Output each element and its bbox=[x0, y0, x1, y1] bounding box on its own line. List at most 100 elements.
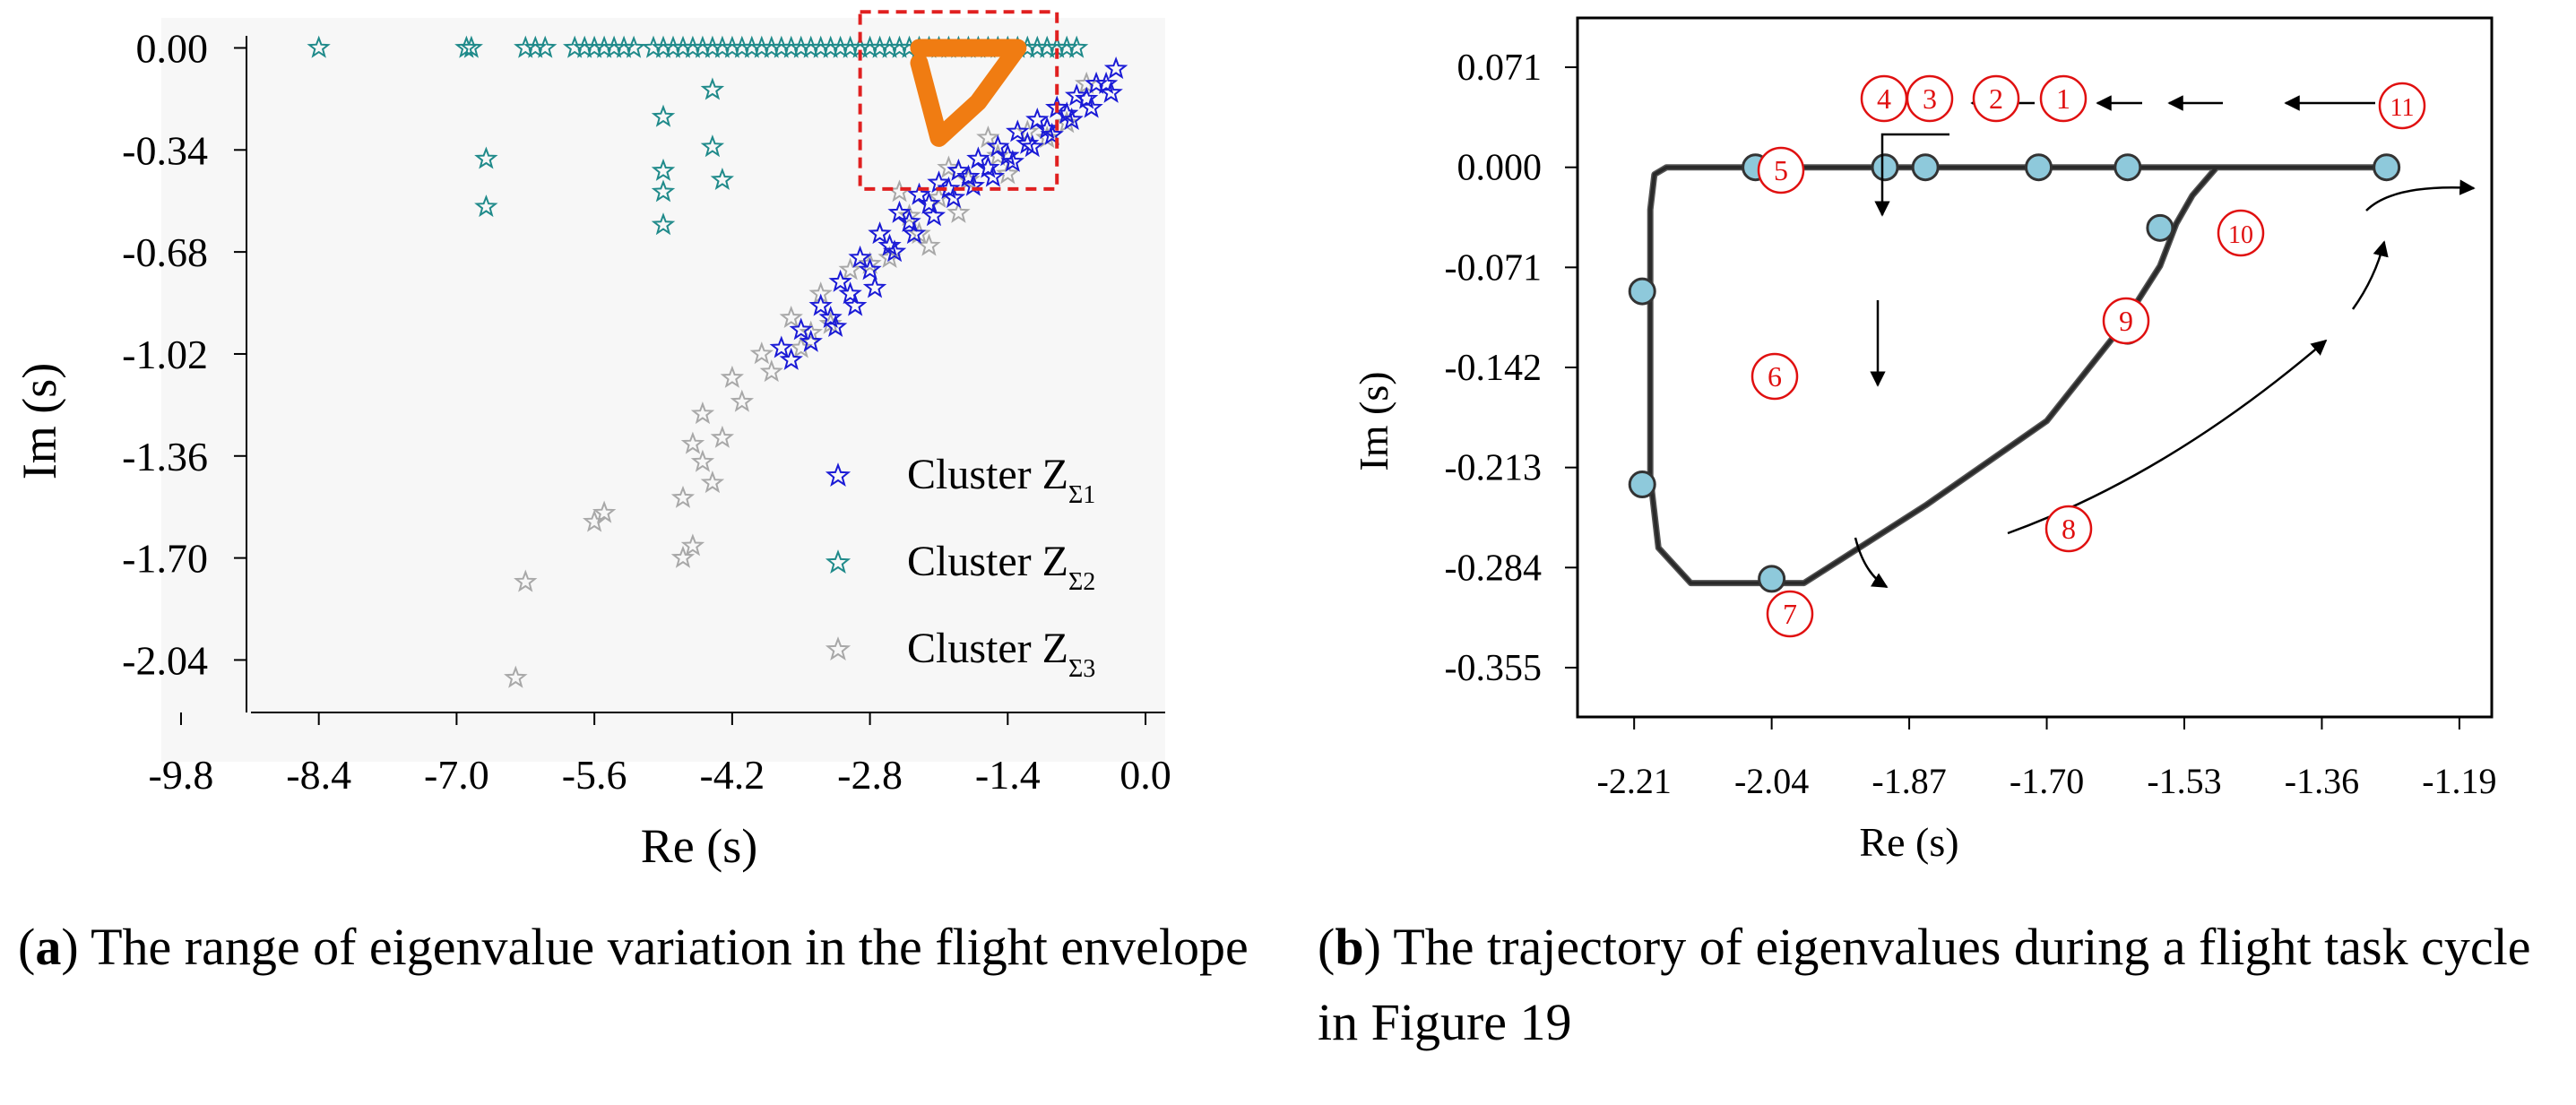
y-tick-label: -0.213 bbox=[1445, 448, 1543, 489]
plot-background bbox=[161, 18, 1165, 762]
x-tick-label: 0.0 bbox=[1119, 752, 1171, 798]
cluster-3-point bbox=[858, 251, 882, 274]
cluster-1-point bbox=[1000, 149, 1025, 172]
cluster-1-point bbox=[941, 186, 966, 209]
trajectory-marker bbox=[2025, 153, 2053, 182]
y-tick-label: -0.68 bbox=[122, 229, 208, 275]
cluster-1-point bbox=[917, 191, 941, 214]
trajectory-marker bbox=[2114, 153, 2142, 182]
trajectory-marker bbox=[1758, 565, 1786, 593]
cluster-1-point bbox=[779, 347, 803, 370]
cluster-3-point bbox=[690, 401, 715, 425]
cluster-1-point bbox=[1040, 122, 1064, 145]
cluster-1-point bbox=[1035, 117, 1059, 140]
cluster-1-point bbox=[789, 317, 813, 341]
caption-text: The range of eigenvalue variation in the… bbox=[78, 918, 1249, 976]
y-axis-label: Im (s) bbox=[1351, 371, 1396, 470]
cluster-2-point bbox=[700, 77, 725, 100]
step-annotation-circle bbox=[1757, 146, 1805, 194]
x-tick-label: -2.21 bbox=[1597, 761, 1672, 801]
cluster-1-point bbox=[843, 293, 868, 316]
panel-a-chart: -9.8 -8.4 -7.0 -5.6 -4.2 -2.8 -1.4 0.0 0.00 -0.34… bbox=[0, 0, 1273, 896]
cluster-3-point bbox=[670, 545, 696, 568]
caption-a: (a) The range of eigenvalue variation in… bbox=[18, 918, 1249, 976]
cluster-2-point bbox=[700, 134, 725, 158]
cluster-2-point bbox=[1064, 35, 1089, 58]
cluster-3-point bbox=[690, 449, 715, 472]
cluster-3-point bbox=[710, 425, 735, 448]
cluster-3-point bbox=[789, 335, 813, 358]
y-tick-label: -0.34 bbox=[122, 127, 208, 173]
caption-b: (b) The trajectory of eigenvalues during… bbox=[1318, 918, 2531, 1051]
cluster-1-point bbox=[1025, 107, 1050, 131]
cluster-2-point bbox=[533, 35, 558, 58]
trajectory-line bbox=[1648, 165, 2387, 585]
cluster-1-point bbox=[838, 281, 862, 305]
y-tick-label: -0.142 bbox=[1445, 348, 1543, 389]
cluster-1-point bbox=[937, 176, 961, 200]
legend-subscript: Σ1 bbox=[1068, 481, 1095, 509]
cluster-1-point bbox=[966, 146, 990, 169]
direction-arrow bbox=[2351, 240, 2389, 310]
cluster-1-point bbox=[868, 221, 892, 245]
legend-subscript: Σ3 bbox=[1068, 655, 1095, 683]
y-tick-label: -0.071 bbox=[1445, 247, 1543, 289]
y-tick-label: 0.000 bbox=[1457, 148, 1543, 189]
cluster-1-point bbox=[927, 170, 951, 194]
cluster-1-point bbox=[902, 221, 927, 245]
step-annotation-circle bbox=[2039, 74, 2088, 123]
direction-arrow bbox=[1874, 133, 1949, 217]
cluster-2-point bbox=[651, 104, 676, 127]
x-tick-label: -9.8 bbox=[149, 752, 214, 798]
cluster-1-point bbox=[1064, 83, 1089, 107]
y-tick-label: 0.071 bbox=[1457, 47, 1543, 89]
cluster-1-point bbox=[882, 239, 907, 263]
y-tick-label: -0.284 bbox=[1445, 548, 1543, 589]
cluster-3-point bbox=[680, 431, 705, 454]
x-tick-label: -5.6 bbox=[562, 752, 627, 798]
step-annotation-circle bbox=[2217, 209, 2265, 257]
step-annotation-circle bbox=[2102, 297, 2150, 345]
cluster-1-point bbox=[1020, 134, 1044, 158]
x-axis-label: Re (s) bbox=[641, 819, 757, 873]
y-tick-label: 0.00 bbox=[136, 25, 209, 71]
cluster-1-point bbox=[947, 158, 971, 181]
cluster-1-point bbox=[897, 209, 921, 232]
panel-b-chart: -2.21 -2.04 -1.87 -1.70 -1.53 -1.36 -1.19 0.071… bbox=[1273, 0, 2576, 896]
trajectory-marker bbox=[1911, 153, 1940, 182]
step-annotation-label: 6 bbox=[1768, 360, 1782, 393]
cluster-3-point bbox=[730, 389, 755, 412]
cluster-3-point bbox=[680, 533, 705, 557]
cluster-3-point bbox=[877, 245, 902, 269]
cluster-1-point bbox=[799, 329, 823, 352]
cluster-1-point bbox=[1059, 107, 1084, 131]
step-annotation-circle bbox=[2044, 505, 2093, 553]
step-annotation-label: 5 bbox=[1774, 154, 1788, 186]
x-tick-label: -4.2 bbox=[699, 752, 765, 798]
cluster-2-point bbox=[621, 35, 646, 58]
eigenvalue-range-scatter: -9.8 -8.4 -7.0 -5.6 -4.2 -2.8 -1.4 0.0 0.00 -0.34… bbox=[0, 0, 1273, 896]
cluster-3-point bbox=[720, 365, 744, 388]
cluster-3-point bbox=[897, 203, 921, 227]
cluster-1-point bbox=[1103, 56, 1128, 80]
cluster-1-point bbox=[956, 164, 981, 187]
cluster-2-point bbox=[474, 194, 498, 218]
y-tick-label: -1.02 bbox=[122, 332, 208, 377]
step-annotation-label: 1 bbox=[2056, 82, 2070, 115]
x-axis-label: Re (s) bbox=[1859, 819, 1958, 865]
cluster-2-point bbox=[710, 167, 734, 191]
cluster-1-point bbox=[921, 203, 947, 227]
cluster-1-point bbox=[877, 233, 902, 256]
step-annotation-label: 10 bbox=[2228, 221, 2253, 249]
cluster-3-point bbox=[504, 665, 528, 688]
trajectory-range-region bbox=[910, 39, 1027, 147]
x-tick-label: -1.53 bbox=[2147, 761, 2221, 801]
cluster-1-point bbox=[808, 293, 833, 316]
cluster-1-point bbox=[981, 164, 1006, 187]
cluster-2-point bbox=[474, 146, 498, 169]
x-tick-label: -7.0 bbox=[424, 752, 489, 798]
cluster-1-point bbox=[1054, 101, 1079, 125]
cluster-1-point bbox=[986, 134, 1010, 158]
trajectory-marker bbox=[2373, 153, 2401, 182]
cluster-3-point bbox=[976, 125, 1000, 149]
